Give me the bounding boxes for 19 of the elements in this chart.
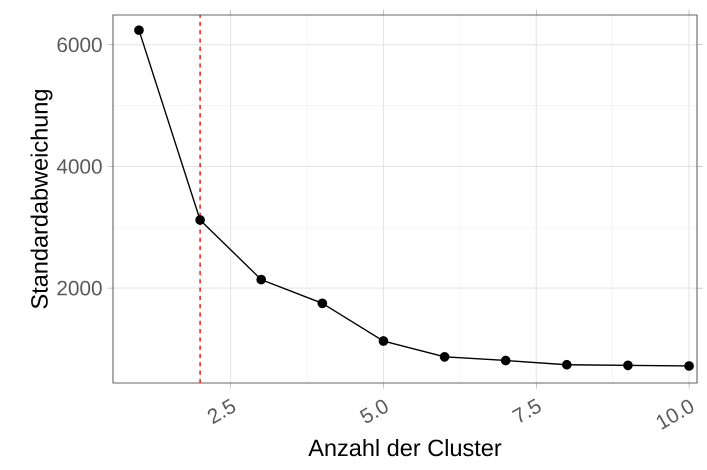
point [134, 25, 144, 36]
point [195, 215, 205, 225]
x-axis-title: Anzahl der Cluster [308, 438, 502, 456]
point [623, 360, 633, 370]
x-tick-label: 7.5 [512, 398, 541, 423]
y-axis-title: Standardabweichung [30, 90, 52, 308]
point [378, 336, 388, 346]
x-tick-label: 5.0 [360, 400, 388, 423]
x-tick-label: 10.0 [656, 400, 694, 430]
point [317, 298, 328, 308]
point [500, 356, 511, 366]
point [684, 361, 694, 371]
y-tick-label: 2000 [57, 280, 102, 296]
x-tick-label: 2.5 [208, 398, 236, 424]
point [562, 360, 572, 370]
y-tick-label: 6000 [57, 37, 102, 52]
y-tick-label: 4000 [56, 159, 102, 174]
point [256, 274, 266, 284]
point [440, 352, 450, 362]
